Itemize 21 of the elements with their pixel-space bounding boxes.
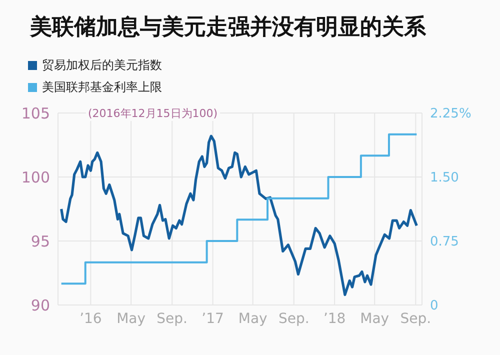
annotation: (2016年12月15日为100) [86,106,220,121]
x-tick-label: May [116,310,146,327]
x-tick-label: ’16 [80,310,102,327]
y2-tick-label: 2.25% [430,106,472,122]
y2-tick-label: 1.50 [430,170,459,186]
x-tick-label: Sep. [278,310,310,327]
y-tick-label: 95 [30,232,50,250]
y-tick-label: 105 [21,104,50,122]
x-tick-label: Sep. [400,310,432,327]
chart-title: 美联储加息与美元走强并没有明显的关系 [30,14,426,42]
y2-tick-label: 0.75 [430,234,459,250]
y2-tick-label: 0 [430,298,438,314]
legend-label: 贸易加权后的美元指数 [42,56,162,74]
x-tick-label: ’17 [202,310,224,327]
legend-label: 美国联邦基金利率上限 [42,78,162,96]
y-tick-label: 90 [30,296,50,314]
x-tick-label: May [360,310,390,327]
y-tick-label: 100 [21,168,50,186]
x-tick-label: ’18 [323,310,346,327]
x-tick-label: May [238,310,268,327]
x-tick-label: Sep. [156,310,188,327]
